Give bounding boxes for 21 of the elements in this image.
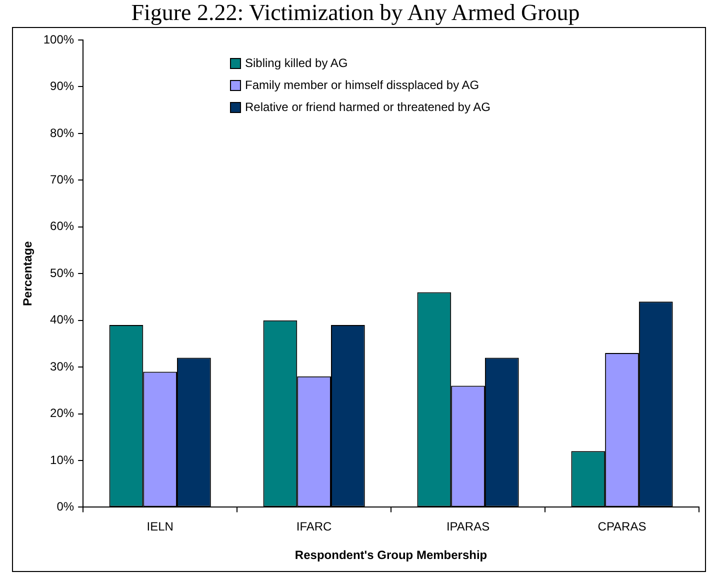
legend-label: Sibling killed by AG	[245, 56, 348, 70]
y-tick-label: 100%	[43, 32, 74, 46]
x-axis-title: Respondent's Group Membership	[294, 548, 488, 562]
x-tick-label: IPARAS	[446, 520, 490, 534]
legend-label: Relative or friend harmed or threatened by AG	[245, 100, 490, 114]
chart-title: Figure 2.22: Victimization by Any Armed Group	[130, 0, 581, 26]
y-tick-label: 70%	[50, 172, 74, 186]
y-tick-label: 50%	[50, 266, 74, 280]
y-tick-label: 10%	[50, 452, 74, 467]
y-tick-label: 0%	[56, 500, 74, 514]
y-tick-label: 40%	[50, 312, 74, 327]
y-tick-label: 80%	[50, 126, 74, 140]
x-tick-label: IFARC	[296, 520, 332, 534]
legend-label: Family member or himself dissplaced by AG	[245, 78, 480, 92]
x-tick-label: CPARAS	[598, 520, 646, 534]
y-axis-title: Percentage	[20, 240, 35, 306]
x-tick-label: IELN	[146, 520, 174, 534]
y-tick-label: 60%	[50, 219, 74, 234]
y-tick-label: 20%	[50, 406, 74, 420]
y-tick-label: 30%	[50, 359, 74, 374]
y-tick-label: 90%	[50, 79, 74, 94]
